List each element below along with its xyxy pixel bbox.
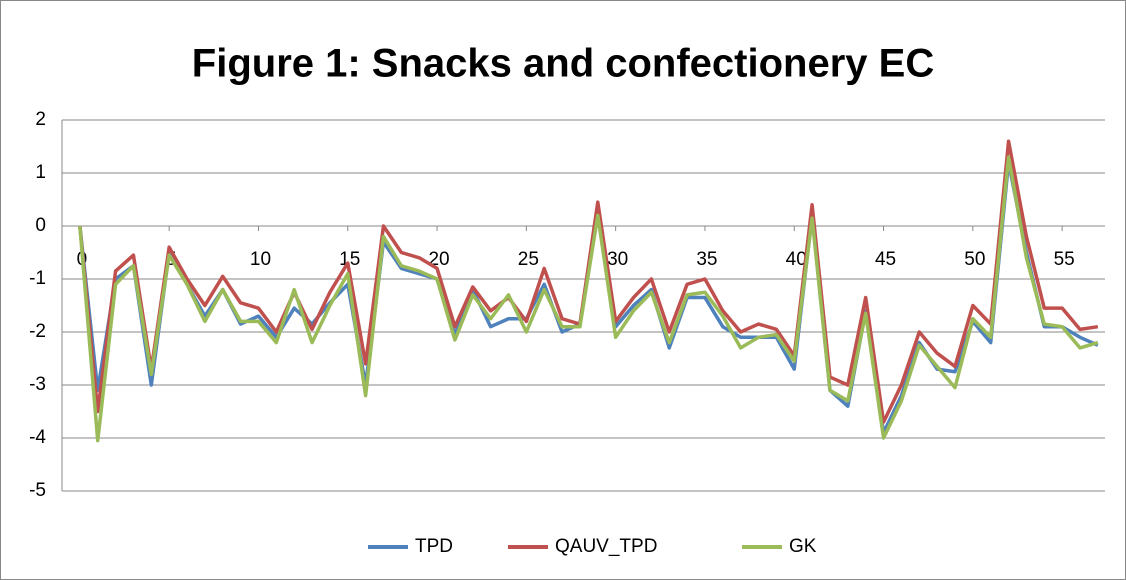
y-tick-label: 1: [35, 162, 46, 183]
legend-label: TPD: [415, 536, 453, 557]
x-tick-label: 40: [786, 249, 807, 270]
legend-label: QAUV_TPD: [555, 536, 657, 557]
y-tick-label: -2: [29, 321, 46, 342]
x-tick-label: 45: [875, 249, 896, 270]
legend-label: GK: [789, 536, 817, 557]
series-line: [78, 155, 1099, 443]
y-tick-label: 2: [35, 109, 46, 130]
y-tick-label: -3: [29, 374, 46, 395]
x-tick-label: 15: [339, 249, 360, 270]
x-tick-label: 50: [964, 249, 985, 270]
x-tick-label: 10: [250, 249, 271, 270]
y-tick-label: 0: [35, 215, 46, 236]
chart-title: Figure 1: Snacks and confectionery EC: [192, 42, 934, 86]
y-tick-label: -1: [29, 268, 46, 289]
x-tick-label: 55: [1054, 249, 1075, 270]
x-tick-label: 35: [696, 249, 717, 270]
x-tick-label: 25: [518, 249, 539, 270]
x-tick-label: 30: [607, 249, 628, 270]
y-tick-label: -5: [29, 480, 46, 501]
y-tick-label: -4: [29, 427, 46, 448]
